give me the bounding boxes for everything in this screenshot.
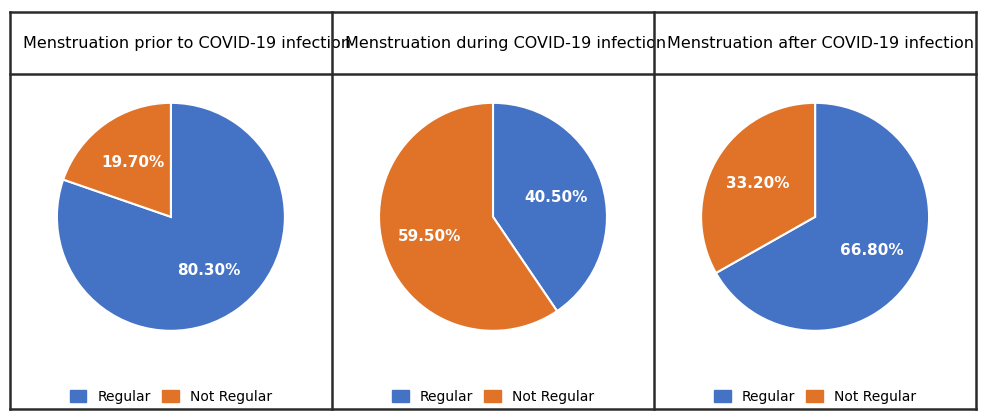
- Wedge shape: [716, 103, 929, 331]
- Legend: Regular, Not Regular: Regular, Not Regular: [70, 389, 272, 404]
- Wedge shape: [493, 103, 607, 311]
- Wedge shape: [57, 103, 285, 331]
- Text: 80.30%: 80.30%: [177, 263, 241, 278]
- Legend: Regular, Not Regular: Regular, Not Regular: [714, 389, 916, 404]
- Text: Menstruation during COVID-19 infection: Menstruation during COVID-19 infection: [345, 36, 666, 51]
- Wedge shape: [63, 103, 171, 217]
- Text: 40.50%: 40.50%: [525, 190, 588, 205]
- Text: 59.50%: 59.50%: [398, 229, 461, 244]
- Text: 66.80%: 66.80%: [840, 242, 904, 258]
- Text: 19.70%: 19.70%: [101, 155, 165, 171]
- Wedge shape: [701, 103, 815, 273]
- Legend: Regular, Not Regular: Regular, Not Regular: [391, 389, 595, 404]
- Wedge shape: [379, 103, 557, 331]
- Text: Menstruation prior to COVID-19 infection: Menstruation prior to COVID-19 infection: [23, 36, 351, 51]
- Text: Menstruation after COVID-19 infection: Menstruation after COVID-19 infection: [667, 36, 974, 51]
- Text: 33.20%: 33.20%: [727, 176, 790, 191]
